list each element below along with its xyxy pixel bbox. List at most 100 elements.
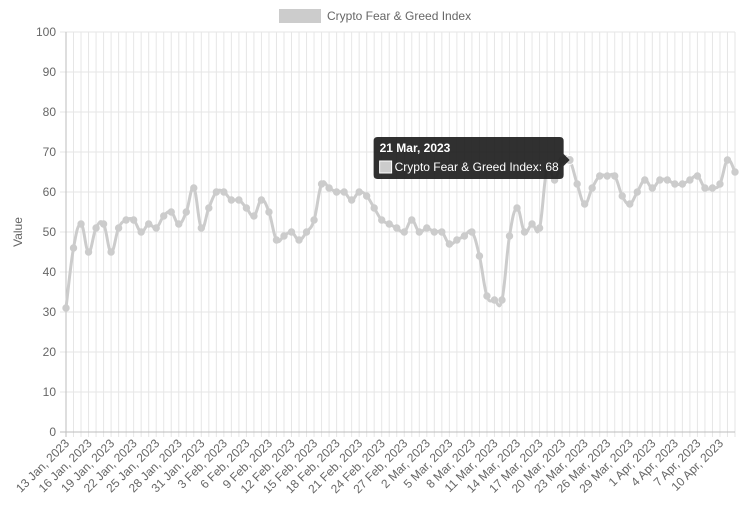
data-point[interactable]	[686, 176, 694, 184]
data-point[interactable]	[656, 176, 664, 184]
data-point[interactable]	[62, 304, 70, 312]
data-point[interactable]	[588, 184, 596, 192]
data-point[interactable]	[220, 188, 228, 196]
data-point[interactable]	[265, 208, 273, 216]
data-point[interactable]	[227, 196, 236, 204]
data-point[interactable]	[69, 244, 78, 252]
data-point[interactable]	[445, 240, 454, 248]
data-point[interactable]	[144, 220, 153, 228]
data-point[interactable]	[347, 196, 356, 204]
data-point[interactable]	[498, 296, 506, 304]
y-tick-label: 80	[43, 105, 57, 119]
data-point[interactable]	[197, 224, 206, 232]
data-point[interactable]	[340, 188, 348, 196]
y-axis-title: Value	[11, 217, 25, 247]
data-point[interactable]	[84, 248, 93, 256]
data-point[interactable]	[325, 184, 333, 192]
data-point[interactable]	[723, 156, 732, 164]
data-point[interactable]	[295, 236, 303, 244]
data-point[interactable]	[573, 180, 581, 188]
data-point[interactable]	[716, 180, 724, 188]
data-point[interactable]	[708, 184, 717, 192]
data-point[interactable]	[250, 212, 258, 220]
data-point[interactable]	[393, 224, 401, 232]
data-point[interactable]	[693, 172, 702, 180]
data-point[interactable]	[287, 228, 296, 236]
data-point[interactable]	[310, 216, 318, 224]
data-point[interactable]	[460, 232, 469, 240]
data-point[interactable]	[701, 184, 709, 192]
data-point[interactable]	[528, 220, 536, 228]
data-point[interactable]	[595, 172, 604, 180]
data-point[interactable]	[475, 252, 484, 260]
data-point[interactable]	[317, 180, 326, 188]
grid-lines	[60, 31, 736, 437]
data-point[interactable]	[280, 232, 288, 240]
y-tick-label: 10	[43, 385, 57, 399]
data-point[interactable]	[190, 184, 198, 192]
data-point[interactable]	[513, 204, 521, 212]
data-point[interactable]	[438, 228, 446, 236]
data-point[interactable]	[235, 196, 243, 204]
tooltip-box	[373, 137, 570, 179]
y-tick-label: 100	[36, 25, 56, 39]
data-point[interactable]	[378, 216, 386, 224]
data-point[interactable]	[77, 220, 85, 228]
data-point[interactable]	[137, 228, 145, 236]
data-point[interactable]	[408, 216, 416, 224]
y-tick-label: 90	[43, 65, 57, 79]
data-point[interactable]	[152, 224, 160, 232]
data-point[interactable]	[423, 224, 431, 232]
data-point[interactable]	[242, 204, 251, 212]
y-tick-label: 30	[43, 305, 57, 319]
legend[interactable]: Crypto Fear & Greed Index	[279, 9, 471, 23]
data-point[interactable]	[580, 200, 589, 208]
data-point[interactable]	[92, 224, 100, 232]
data-point[interactable]	[332, 188, 341, 196]
data-point[interactable]	[385, 220, 393, 228]
data-point[interactable]	[160, 212, 168, 220]
data-point[interactable]	[182, 208, 190, 216]
data-point[interactable]	[505, 232, 514, 240]
tooltip-title: 21 Mar, 2023	[380, 141, 451, 155]
data-point[interactable]	[99, 220, 108, 228]
data-point[interactable]	[633, 188, 641, 196]
data-point[interactable]	[272, 236, 281, 244]
data-point[interactable]	[415, 228, 423, 236]
data-point[interactable]	[671, 180, 679, 188]
data-point[interactable]	[453, 236, 461, 244]
data-point[interactable]	[205, 204, 213, 212]
y-tick-label: 70	[43, 145, 57, 159]
data-point[interactable]	[490, 296, 499, 304]
data-point[interactable]	[212, 188, 221, 196]
tooltip-swatch	[379, 160, 393, 174]
data-point[interactable]	[122, 216, 130, 224]
data-point[interactable]	[520, 228, 529, 236]
data-point[interactable]	[400, 228, 408, 236]
data-point[interactable]	[114, 224, 123, 232]
data-point[interactable]	[370, 204, 378, 212]
data-point[interactable]	[167, 208, 175, 216]
data-point[interactable]	[175, 220, 183, 228]
data-point[interactable]	[430, 228, 439, 236]
data-point[interactable]	[129, 216, 138, 224]
data-point[interactable]	[302, 228, 311, 236]
data-point[interactable]	[535, 224, 544, 232]
data-point[interactable]	[641, 176, 649, 184]
data-point[interactable]	[663, 176, 672, 184]
data-points[interactable]	[62, 155, 739, 312]
data-point[interactable]	[468, 228, 476, 236]
data-point[interactable]	[678, 180, 687, 188]
y-tick-label: 40	[43, 265, 57, 279]
data-point[interactable]	[257, 196, 266, 204]
data-point[interactable]	[626, 200, 634, 208]
data-point[interactable]	[603, 172, 611, 180]
data-point[interactable]	[648, 184, 657, 192]
data-point[interactable]	[731, 168, 739, 176]
data-point[interactable]	[107, 248, 115, 256]
data-point[interactable]	[611, 172, 619, 180]
data-point[interactable]	[483, 292, 491, 300]
data-point[interactable]	[355, 188, 363, 196]
data-point[interactable]	[618, 192, 626, 200]
data-point[interactable]	[362, 192, 371, 200]
